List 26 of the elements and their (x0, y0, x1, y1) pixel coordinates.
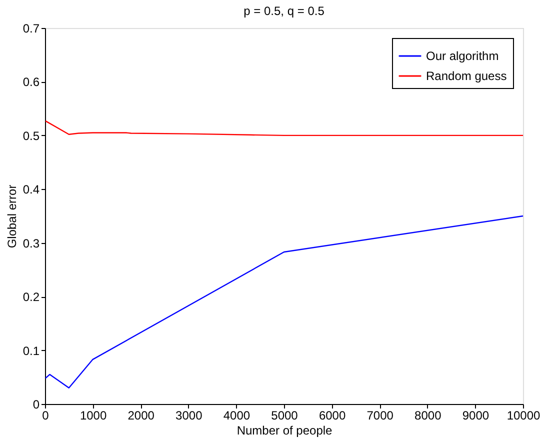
y-tick-label: 0.7 (22, 22, 40, 36)
legend-label: Random guess (426, 69, 507, 83)
x-tick-label: 0 (42, 408, 50, 422)
x-tick-label: 10000 (506, 408, 541, 422)
x-tick-label: 4000 (223, 408, 250, 422)
x-tick-label: 9000 (462, 408, 490, 422)
y-tick-label: 0.4 (22, 182, 40, 197)
legend-label: Our algorithm (426, 49, 499, 63)
y-tick-label: 0 (32, 398, 40, 412)
y-tick-label: 0.6 (22, 75, 40, 90)
x-tick-label: 8000 (414, 408, 442, 422)
x-tick-label: 5000 (271, 408, 298, 422)
y-tick-label: 0.2 (22, 290, 40, 304)
y-axis-title: Global error (4, 184, 19, 248)
y-tick-label: 0.5 (22, 128, 40, 143)
x-axis-title: Number of people (236, 424, 333, 438)
line-series (44, 215, 524, 388)
chart-title: p = 0.5, q = 0.5 (244, 4, 325, 18)
x-tick-label: 2000 (128, 408, 155, 422)
x-tick-label: 7000 (366, 408, 394, 422)
line-series (44, 120, 524, 136)
y-tick-label: 0.3 (22, 236, 40, 250)
x-tick-label: 1000 (80, 408, 107, 422)
x-tick-label: 3000 (176, 408, 203, 422)
y-tick-label: 0.1 (22, 344, 40, 358)
x-tick-label: 6000 (318, 408, 346, 422)
